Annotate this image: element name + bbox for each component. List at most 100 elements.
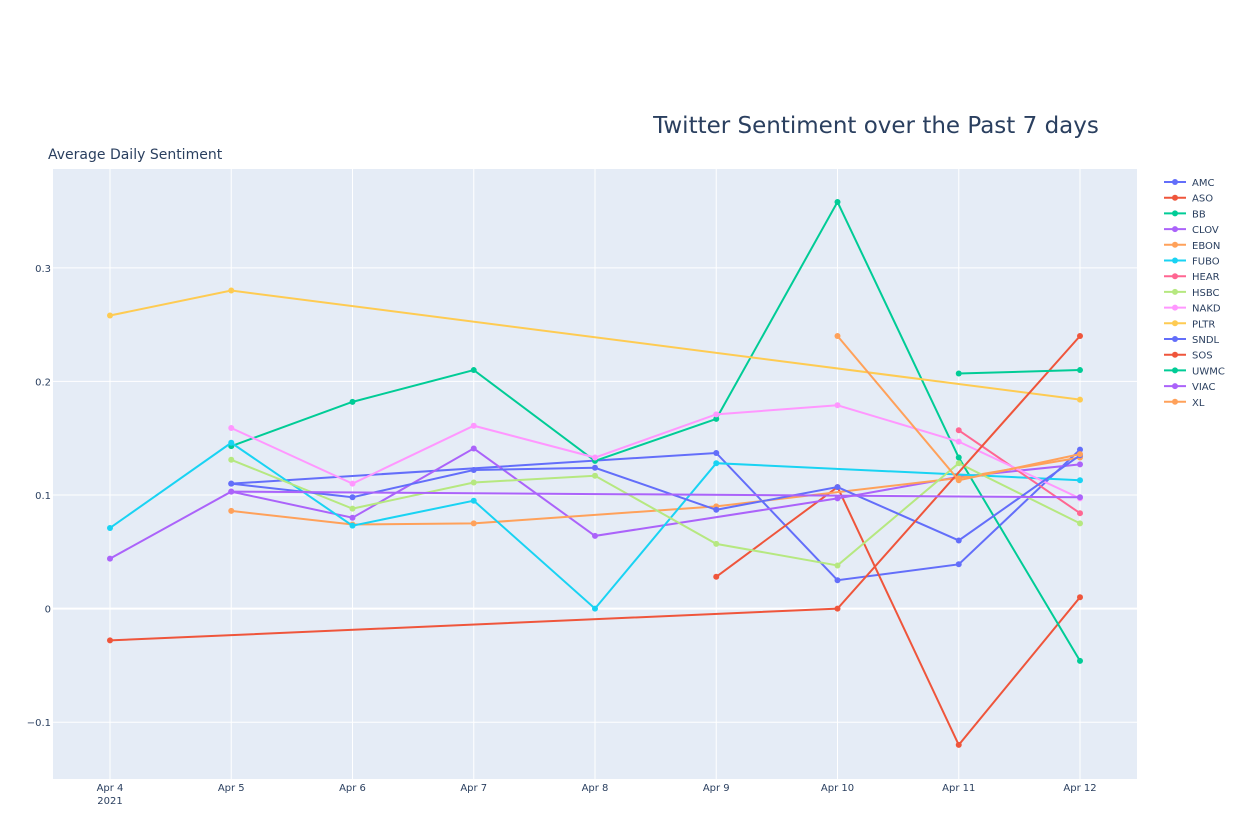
- legend-item-hsbc[interactable]: HSBC: [1164, 288, 1220, 299]
- data-point: [470, 497, 477, 504]
- legend-item-sndl[interactable]: SNDL: [1164, 335, 1220, 346]
- x-tick-label: Apr 4: [97, 783, 124, 794]
- legend-item-sos[interactable]: SOS: [1164, 351, 1213, 362]
- data-point: [1077, 446, 1083, 453]
- legend-item-aso[interactable]: ASO: [1164, 194, 1213, 205]
- data-point: [955, 370, 962, 377]
- data-point: [834, 562, 841, 569]
- data-point: [955, 438, 962, 445]
- legend-marker: [1172, 179, 1178, 185]
- legend-marker: [1172, 398, 1178, 405]
- data-point: [107, 524, 113, 531]
- x-tick-label: Apr 12: [1063, 783, 1096, 794]
- data-point: [834, 605, 841, 612]
- legend-marker: [1172, 241, 1178, 248]
- data-point: [107, 555, 113, 562]
- data-point: [349, 514, 356, 521]
- data-point: [592, 454, 598, 461]
- data-point: [1077, 332, 1083, 339]
- data-point: [1077, 510, 1083, 517]
- legend-item-bb[interactable]: BB: [1164, 209, 1206, 220]
- data-point: [955, 454, 962, 461]
- legend-item-pltr[interactable]: PLTR: [1164, 319, 1215, 330]
- y-tick-label: 0: [45, 605, 51, 616]
- data-point: [1077, 594, 1083, 601]
- data-point: [349, 522, 356, 529]
- x-tick-label: Apr 8: [582, 783, 609, 794]
- legend-item-viac[interactable]: VIAC: [1164, 382, 1215, 393]
- legend-label: FUBO: [1192, 257, 1220, 268]
- data-point: [592, 605, 598, 612]
- legend-item-ebon[interactable]: EBON: [1164, 241, 1220, 252]
- data-point: [713, 449, 720, 456]
- x-axis-ticks: Apr 4 Apr 5 Apr 6 Apr 7 Apr 8 Apr 9 Apr 10 Apr …: [97, 783, 1097, 794]
- data-point: [834, 198, 841, 205]
- legend-item-hear[interactable]: HEAR: [1164, 272, 1220, 283]
- data-point: [349, 398, 356, 405]
- data-point: [713, 415, 720, 422]
- data-point: [592, 532, 598, 539]
- data-point: [1077, 396, 1083, 403]
- series-sos: [107, 332, 1083, 644]
- data-point: [834, 402, 841, 409]
- data-point: [470, 479, 477, 486]
- legend-marker: [1172, 367, 1178, 374]
- data-point: [107, 312, 113, 319]
- data-point: [228, 287, 235, 294]
- legend-item-fubo[interactable]: FUBO: [1164, 257, 1220, 268]
- data-point: [713, 573, 720, 580]
- y-tick-label: −0.1: [27, 718, 51, 729]
- legend-label: BB: [1192, 209, 1206, 220]
- y-tick-label: 0.1: [35, 491, 51, 502]
- legend-item-nakd[interactable]: NAKD: [1164, 304, 1221, 315]
- legend-marker: [1172, 194, 1178, 201]
- data-point: [955, 477, 962, 484]
- data-point: [834, 495, 841, 502]
- legend-marker: [1172, 351, 1178, 358]
- data-point: [834, 484, 841, 491]
- x-tick-label: Apr 9: [703, 783, 730, 794]
- data-point: [1077, 451, 1083, 458]
- legend-label: SOS: [1192, 351, 1213, 362]
- legend-label: VIAC: [1192, 382, 1215, 393]
- legend-label: NAKD: [1192, 304, 1221, 315]
- series-line: [230, 199, 1081, 662]
- legend-marker: [1172, 288, 1178, 295]
- y-axis-ticks: −0.1 0 0.1 0.2 0.3: [27, 264, 51, 729]
- data-point: [470, 367, 477, 374]
- legend-item-xl[interactable]: XL: [1164, 398, 1205, 409]
- data-point: [955, 561, 962, 568]
- data-point: [349, 494, 356, 501]
- legend[interactable]: AMC ASO BB CLOV EBON FUBO HEAR HSBC NAKD PLTR SNDL…: [1164, 178, 1225, 409]
- legend-item-amc[interactable]: AMC: [1164, 178, 1214, 189]
- series-line: [958, 369, 1081, 375]
- data-point: [592, 472, 598, 479]
- y-axis-title: Average Daily Sentiment: [48, 147, 223, 163]
- legend-label: XL: [1192, 398, 1205, 409]
- data-point: [470, 520, 477, 527]
- data-point: [1077, 477, 1083, 484]
- legend-marker: [1172, 336, 1178, 342]
- data-point: [228, 456, 235, 463]
- data-point: [1077, 367, 1083, 374]
- series-nakd: [228, 402, 1083, 502]
- legend-label: CLOV: [1192, 225, 1219, 236]
- legend-label: HSBC: [1192, 288, 1220, 299]
- data-point: [834, 577, 841, 584]
- data-point: [1077, 657, 1083, 664]
- legend-item-clov[interactable]: CLOV: [1164, 225, 1219, 236]
- legend-marker: [1172, 257, 1178, 264]
- data-point: [470, 422, 477, 429]
- data-point: [228, 480, 235, 487]
- series-uwmc: [955, 367, 1083, 377]
- series-lines: [107, 198, 1083, 748]
- legend-item-uwmc[interactable]: UWMC: [1164, 366, 1225, 377]
- data-point: [349, 505, 356, 512]
- data-point: [228, 507, 235, 514]
- data-point: [955, 460, 962, 467]
- data-point: [713, 411, 720, 418]
- legend-label: HEAR: [1192, 272, 1220, 283]
- series-line: [230, 404, 1081, 500]
- legend-marker: [1172, 304, 1178, 311]
- data-point: [713, 540, 720, 547]
